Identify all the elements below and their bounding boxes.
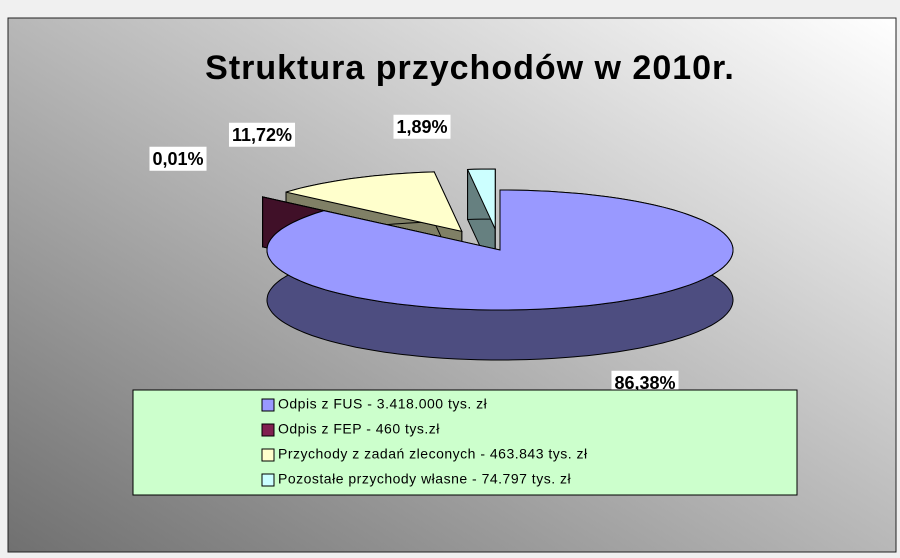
legend-label: Przychody z zadań zleconych - 463.843 ty… (278, 446, 588, 462)
slice-top (285, 171, 463, 233)
legend-swatch (261, 398, 275, 412)
pie (262, 168, 734, 361)
value-label-bg (393, 114, 451, 139)
slice-top (266, 189, 734, 311)
legend-label: Pozostałe przychody własne - 74.797 tys.… (278, 471, 571, 487)
value-label-bg (228, 122, 296, 147)
legend: Odpis z FUS - 3.418.000 tys. zł Odpis z F… (261, 396, 588, 487)
legend-swatch (261, 448, 275, 462)
value-label-bg (149, 146, 207, 171)
legend-swatch (261, 423, 275, 437)
chart-title: Struktura przychodów w 2010r. (205, 49, 735, 87)
value-label: 1,89% (396, 117, 447, 137)
legend-box (132, 389, 798, 496)
legend-swatch (261, 473, 275, 487)
value-label: 11,72% (232, 125, 292, 145)
slice-top (466, 168, 496, 230)
legend-label: Odpis z FEP - 460 tys.zł (278, 421, 440, 437)
value-label: 0,01% (152, 149, 203, 169)
legend-label: Odpis z FUS - 3.418.000 tys. zł (278, 396, 488, 412)
value-label: 86,38% (614, 373, 675, 393)
